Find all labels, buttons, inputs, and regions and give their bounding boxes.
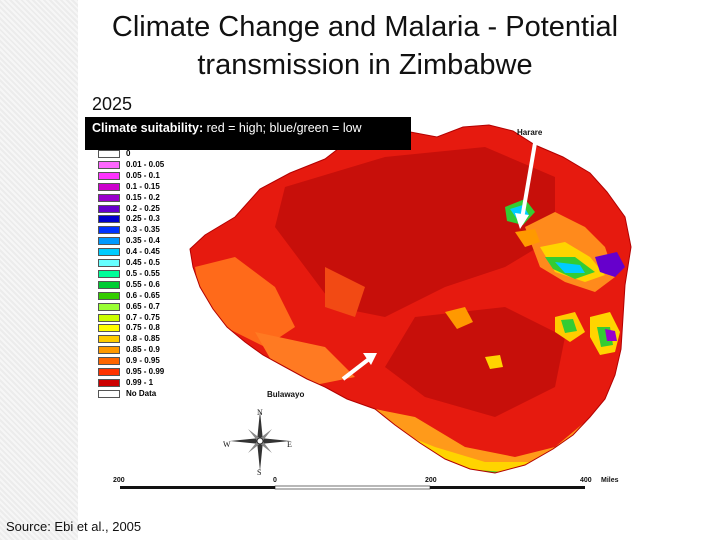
legend-item: 0.05 - 0.1 [98,170,228,181]
legend-label: 0.1 - 0.15 [126,181,160,191]
legend-item: 0.5 - 0.55 [98,268,228,279]
legend-swatch [98,182,120,191]
legend-swatch [98,389,120,398]
legend-swatch [98,302,120,311]
bulawayo-label: Bulawayo [267,390,304,399]
legend-label: 0.99 - 1 [126,377,154,387]
scale-label-zero: 0 [273,477,277,484]
legend-label: 0.55 - 0.6 [126,279,160,289]
legend-item: 0.35 - 0.4 [98,236,228,246]
legend-label: 0.05 - 0.1 [126,170,160,180]
legend-label: 0.85 - 0.9 [126,345,160,355]
legend-item: 0.25 - 0.3 [98,214,228,224]
legend-label: 0.4 - 0.45 [126,247,160,257]
zimbabwe-map-graphic: Harare Bulawayo N S E W 200 0 200 400 Mi… [113,124,632,490]
legend-swatch [98,378,120,387]
legend-label: 0.15 - 0.2 [126,192,160,202]
legend-swatch [98,324,120,333]
legend-item: 0.75 - 0.8 [98,323,228,333]
legend-label: 0.2 - 0.25 [126,203,160,213]
legend-swatch [98,335,120,344]
legend-swatch [98,269,120,278]
legend-swatch [98,368,120,376]
legend-swatch [98,259,120,267]
legend-label: 0.7 - 0.75 [126,312,160,322]
harare-arrow [520,142,537,220]
caption-rest: red = high; blue/green = low [203,121,362,135]
legend-item: 0.95 - 0.99 [98,367,228,377]
legend-label: 0.6 - 0.65 [126,290,160,300]
legend-item: 0.45 - 0.5 [98,258,228,268]
bulawayo-arrow [341,357,371,381]
compass-rose: N S E W [223,408,292,477]
legend-item: 0.65 - 0.7 [98,301,228,312]
legend-label: 0.5 - 0.55 [126,268,160,278]
scale-label-left: 200 [113,477,125,484]
compass-south: S [257,468,261,477]
legend-swatch [98,204,120,213]
source-citation: Source: Ebi et al., 2005 [6,519,142,534]
legend-item: 0.4 - 0.45 [98,247,228,257]
bulawayo-arrow-head [363,353,377,365]
legend-swatch [98,280,120,289]
suitability-map: Harare Bulawayo N S E W 200 0 200 400 Mi… [85,117,640,492]
legend-swatch [98,160,120,169]
legend-label: 0.45 - 0.5 [126,258,160,267]
legend-label: 0 [126,149,131,158]
legend-item: 0.1 - 0.15 [98,181,228,192]
harare-label: Harare [517,128,543,137]
legend-label: 0.8 - 0.85 [126,334,160,344]
legend-label: 0.65 - 0.7 [126,301,160,311]
legend-swatch [98,291,120,300]
legend-item: 0.85 - 0.9 [98,345,228,355]
legend-swatch [98,237,120,246]
legend-label: 0.01 - 0.05 [126,159,165,169]
legend-swatch [98,171,120,180]
compass-west: W [223,440,231,449]
legend-item: 0.7 - 0.75 [98,312,228,323]
legend-swatch [98,193,120,202]
scale-bar: 200 0 200 400 Miles [113,477,619,490]
year-label: 2025 [92,94,133,114]
scale-label-mid: 200 [425,477,437,484]
legend-item: 0.01 - 0.05 [98,159,228,170]
legend-label: 0.9 - 0.95 [126,356,160,366]
legend-item: 0 [98,149,228,159]
legend-item: 0.3 - 0.35 [98,225,228,235]
compass-east: E [287,440,292,449]
slide-title: Climate Change and Malaria - Potential t… [111,11,619,81]
legend-label: 0.3 - 0.35 [126,225,160,235]
legend-swatch [98,357,120,366]
legend-item: 0.9 - 0.95 [98,356,228,366]
legend-label: 0.25 - 0.3 [126,214,160,224]
scale-label-unit: Miles [601,477,619,484]
legend-swatch [98,215,120,224]
legend-item: 0.2 - 0.25 [98,203,228,214]
legend-label: No Data [126,388,157,398]
legend-swatch [98,313,120,322]
compass-north: N [257,408,263,417]
legend-item: No Data [98,388,228,399]
legend-swatch [98,150,120,158]
legend-swatch [98,346,120,355]
legend-label: 0.95 - 0.99 [126,367,165,376]
decorative-side-bar [0,0,78,540]
legend-item: 0.8 - 0.85 [98,334,228,344]
caption-bar [85,117,411,150]
legend-item: 0.99 - 1 [98,377,228,388]
legend-swatch [98,226,120,235]
map-caption: Climate suitability: red = high; blue/gr… [92,121,362,135]
scale-label-right: 400 [580,477,592,484]
harare-arrow-head [515,213,529,229]
legend-label: 0.35 - 0.4 [126,236,160,246]
legend-swatch [98,248,120,257]
legend-item: 0.55 - 0.6 [98,279,228,290]
caption-bold: Climate suitability: [92,121,204,135]
legend-label: 0.75 - 0.8 [126,323,160,333]
legend-item: 0.6 - 0.65 [98,290,228,301]
legend-item: 0.15 - 0.2 [98,192,228,203]
